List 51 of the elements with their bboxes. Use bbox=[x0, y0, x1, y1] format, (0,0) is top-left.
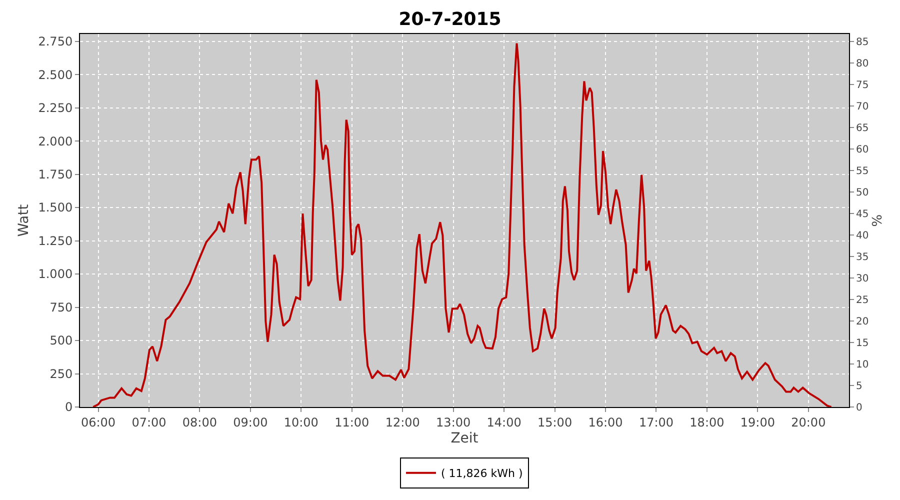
y2-tick-label: 40 bbox=[856, 230, 869, 242]
x-tick-label: 06:00 bbox=[80, 415, 116, 430]
y2-tick-label: 10 bbox=[856, 360, 869, 371]
x-tick-label: 12:00 bbox=[385, 415, 420, 430]
x-tick-label: 18:00 bbox=[690, 415, 724, 430]
y2-tick-label: 0 bbox=[856, 402, 862, 414]
y2-tick-label: 5 bbox=[856, 381, 862, 392]
y-tick-label: 1.000 bbox=[38, 267, 73, 282]
y-tick-label: 2.000 bbox=[38, 134, 73, 148]
line-series bbox=[92, 42, 832, 407]
y-tick-label: 2.750 bbox=[38, 34, 73, 49]
x-tick-label: 10:00 bbox=[284, 415, 318, 430]
x-tick-label: 16:00 bbox=[588, 415, 623, 430]
x-tick-label: 11:00 bbox=[334, 415, 370, 430]
x-tick-label: 07:00 bbox=[132, 415, 166, 430]
y2-tick-label: 50 bbox=[856, 188, 869, 199]
x-tick-label: 13:00 bbox=[436, 415, 471, 430]
x-tick-label: 09:00 bbox=[233, 415, 268, 430]
y2-tick-label: 75 bbox=[856, 80, 869, 92]
x-tick-label: 20:00 bbox=[791, 415, 826, 430]
x-tick-label: 14:00 bbox=[486, 415, 522, 430]
y2-tick-label: 70 bbox=[856, 102, 869, 113]
y2-tick-label: 80 bbox=[856, 58, 869, 70]
y2-tick-label: 15 bbox=[856, 338, 869, 350]
y2-axis-title: % bbox=[870, 214, 886, 227]
y2-tick-label: 60 bbox=[856, 144, 869, 156]
y-tick-label: 0 bbox=[64, 400, 73, 414]
y2-tick-label: 25 bbox=[856, 295, 869, 306]
y2-tick-label: 45 bbox=[856, 209, 869, 220]
y2-tick-label: 30 bbox=[856, 274, 869, 285]
y-tick-label: 2.500 bbox=[38, 68, 73, 82]
y-tick-label: 1.250 bbox=[38, 234, 73, 248]
x-tick-label: 17:00 bbox=[638, 415, 674, 430]
y2-tick-label: 65 bbox=[856, 123, 869, 134]
y-tick-label: 2.250 bbox=[38, 101, 73, 115]
x-tick-label: 19:00 bbox=[740, 415, 775, 430]
chart-title: 20-7-2015 bbox=[398, 9, 502, 30]
y-tick-label: 750 bbox=[50, 300, 73, 314]
y2-tick-label: 85 bbox=[856, 37, 869, 48]
x-tick-label: 08:00 bbox=[182, 415, 218, 430]
y-tick-label: 500 bbox=[50, 334, 73, 348]
x-tick-label: 15:00 bbox=[537, 415, 572, 430]
y-tick-label: 250 bbox=[50, 366, 73, 381]
x-axis-title: Zeit bbox=[450, 430, 479, 447]
y-axis-title: Watt bbox=[16, 204, 32, 237]
y2-tick-label: 35 bbox=[856, 252, 869, 264]
y-tick-label: 1.500 bbox=[38, 200, 73, 215]
y-tick-label: 1.750 bbox=[38, 167, 73, 182]
y2-tick-label: 55 bbox=[856, 166, 869, 178]
y2-tick-label: 20 bbox=[856, 316, 869, 328]
legend-label: ( 11,826 kWh ) bbox=[441, 467, 523, 480]
